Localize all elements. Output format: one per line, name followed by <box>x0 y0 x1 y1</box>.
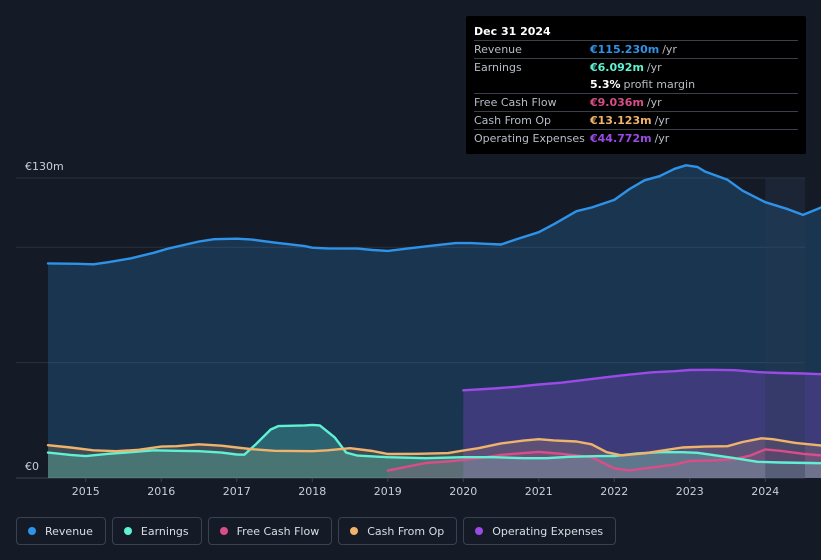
x-tick-label: 2018 <box>298 485 326 498</box>
legend-label: Earnings <box>140 524 189 538</box>
tooltip-row: Free Cash Flow €9.036m/yr <box>474 93 798 111</box>
legend-dot-icon <box>28 527 36 535</box>
tooltip-date: Dec 31 2024 <box>474 25 551 38</box>
tooltip-row-label: Operating Expenses <box>474 132 585 145</box>
legend-item-earnings[interactable]: Earnings <box>111 517 202 545</box>
legend-dot-icon <box>219 527 228 535</box>
tooltip-row-label: Cash From Op <box>474 114 552 127</box>
legend-label: Cash From Op <box>367 524 445 538</box>
legend-dot-icon <box>123 527 132 535</box>
x-tick-label: 2020 <box>449 485 477 498</box>
tooltip-row-label: Revenue <box>474 43 522 56</box>
tooltip-row-unit: /yr <box>646 96 662 109</box>
line-cash-from-op <box>46 437 821 457</box>
tooltip-row: 5.3% profit margin <box>474 76 798 93</box>
y-axis-bottom-label: €0 <box>25 460 39 473</box>
tooltip-row: Cash From Op €13.123m/yr <box>474 111 798 129</box>
x-tick-label: 2022 <box>600 485 628 498</box>
legend-item-cash-from-op[interactable]: Cash From Op <box>338 517 458 545</box>
x-tick-label: 2021 <box>525 485 553 498</box>
x-tick-label: 2017 <box>223 485 251 498</box>
forecast-shade <box>765 178 805 478</box>
tooltip-panel: Dec 31 2024 Revenue €115.230m/yr Earnings €… <box>466 16 806 154</box>
tooltip-row-unit: profit margin <box>623 78 696 91</box>
tooltip-row-unit: /yr <box>646 61 662 74</box>
tooltip-row: Operating Expenses €44.772m/yr <box>474 129 798 147</box>
tooltip-row-label <box>474 76 590 93</box>
legend-item-operating-expenses[interactable]: Operating Expenses <box>463 517 617 545</box>
legend-label: Free Cash Flow <box>236 524 320 538</box>
x-tick-label: 2016 <box>147 485 175 498</box>
area-earnings <box>48 424 821 478</box>
legend-label: Revenue <box>45 524 93 538</box>
tooltip-row-label: Free Cash Flow <box>474 96 557 109</box>
line-earnings <box>46 423 821 465</box>
tooltip-row-value: 5.3% <box>590 78 621 91</box>
line-revenue <box>46 164 821 266</box>
legend-dot-icon <box>475 527 484 535</box>
y-axis-top-label: €130m <box>25 160 64 173</box>
legend-label: Operating Expenses <box>492 524 604 538</box>
area-operating-expenses <box>463 369 821 478</box>
area-revenue <box>48 165 821 478</box>
legend-dot-icon <box>350 527 359 535</box>
x-tick-label: 2015 <box>72 485 100 498</box>
tooltip-row-unit: /yr <box>654 114 670 127</box>
tooltip-row-value: €13.123m <box>590 114 652 127</box>
line-operating-expenses <box>462 368 821 392</box>
tooltip-row-unit: /yr <box>662 43 677 56</box>
tooltip-row-label: Earnings <box>474 61 522 74</box>
tooltip-row-value: €9.036m <box>590 96 644 109</box>
tooltip-row-unit: /yr <box>654 132 670 145</box>
legend-item-revenue[interactable]: Revenue <box>16 517 106 545</box>
line-free-cash-flow <box>386 448 821 472</box>
tooltip-row-value: €44.772m <box>590 132 652 145</box>
tooltip-row-value: €115.230m <box>590 43 660 56</box>
chart-legend: Revenue Earnings Free Cash Flow Cash From O… <box>16 517 617 545</box>
legend-item-free-cash-flow[interactable]: Free Cash Flow <box>207 517 333 545</box>
x-tick-label: 2024 <box>751 485 779 498</box>
x-tick-label: 2023 <box>676 485 704 498</box>
tooltip-row-value: €6.092m <box>590 61 644 74</box>
tooltip-row: Earnings €6.092m/yr <box>474 58 798 76</box>
tooltip-row: Revenue €115.230m/yr <box>474 40 798 58</box>
x-tick-label: 2019 <box>374 485 402 498</box>
